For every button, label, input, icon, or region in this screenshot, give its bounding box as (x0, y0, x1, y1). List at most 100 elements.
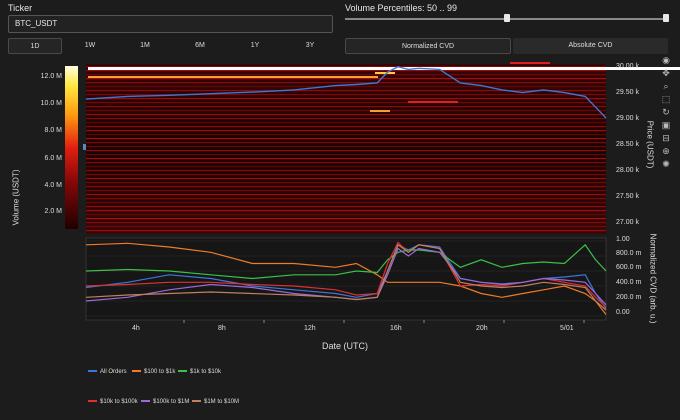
heatmap-level (86, 186, 606, 188)
settings-icon[interactable]: ✺ (662, 159, 670, 169)
heatmap-level (86, 214, 606, 216)
heatmap-level (86, 126, 606, 128)
heatmap-level (86, 66, 606, 68)
price-axis-title: Price (USDT) (645, 120, 655, 169)
x-axis-title: Date (UTC) (322, 341, 369, 351)
cvd-series-line (85, 243, 607, 311)
heatmap-bright-level (370, 110, 390, 112)
timeframe-6m-button[interactable]: 6M (195, 42, 205, 49)
x-tick: 4h (132, 325, 140, 332)
heatmap-level (86, 70, 606, 72)
heatmap-bright-level (408, 101, 458, 103)
heatmap-level (86, 218, 606, 220)
x-axis-ticks (183, 320, 585, 323)
colorbar-tick: 4.0 M (44, 182, 62, 189)
heatmap-bright-level (510, 62, 550, 64)
price-tick: 28.00 k (616, 167, 639, 174)
cvd-tick: 200.0 m (616, 294, 642, 301)
timeframe-1m-button[interactable]: 1M (140, 42, 150, 49)
cvd-axis-title: Normalized CVD (arb. u.) (648, 233, 658, 324)
price-tick: 27.00 k (616, 219, 639, 226)
heatmap-background (86, 64, 606, 234)
percentiles-label: Volume Percentiles: 50 .. 99 (345, 3, 458, 13)
save-icon[interactable]: ▣ (661, 120, 671, 130)
heatmap-bright-level (375, 72, 395, 74)
legend-item-100-1k[interactable]: $100 to $1k (132, 369, 175, 375)
percentile-slider-high-handle[interactable] (663, 14, 669, 22)
legend-label: $1k to $10k (190, 369, 222, 375)
heatmap-level (86, 118, 606, 120)
reset-icon[interactable]: ↻ (662, 107, 670, 117)
legend-item-1k-10k[interactable]: $1k to $10k (178, 369, 221, 375)
cvd-panel (85, 237, 607, 321)
normalized-cvd-button[interactable]: Normalized CVD (345, 38, 511, 54)
price-tick: 30.00 k (616, 63, 639, 70)
percentile-slider-low-handle[interactable] (504, 14, 510, 22)
heatmap-bright-level (88, 67, 680, 70)
heatmap-level (86, 98, 606, 100)
colorbar-tick: 10.0 M (40, 100, 62, 107)
heatmap-level (86, 138, 606, 140)
timeframe-1d-button[interactable]: 1D (8, 38, 62, 54)
heatmap-level (86, 190, 606, 192)
heatmap-level (86, 202, 606, 204)
heatmap-level (86, 106, 606, 108)
heatmap-level (86, 146, 606, 148)
colorbar-tick: 8.0 M (44, 127, 62, 134)
absolute-cvd-button[interactable]: Absolute CVD (513, 38, 668, 54)
heatmap-level (86, 74, 606, 76)
pan-icon[interactable]: ✥ (662, 68, 670, 78)
heatmap-level (86, 162, 606, 164)
legend-item-1m-10m[interactable]: $1M to $10M (192, 399, 239, 405)
heatmap-level (86, 82, 606, 84)
box-zoom-icon[interactable]: ⬚ (661, 94, 671, 104)
hover-icon[interactable]: ⊟ (662, 133, 670, 143)
colorbar-tick: 6.0 M (44, 155, 62, 162)
legend-label: $100 to $1k (144, 369, 176, 375)
cvd-tick: 800.0 m (616, 250, 642, 257)
timeframe-3y-button[interactable]: 3Y (305, 42, 315, 49)
heatmap-level (86, 178, 606, 180)
cvd-series-line (85, 242, 607, 315)
price-line (85, 65, 607, 119)
heatmap-level (86, 134, 606, 136)
zoom-icon[interactable]: ⌕ (663, 81, 669, 91)
heatmap-level (86, 142, 606, 144)
heatmap-level (86, 78, 606, 80)
heatmap-level (86, 130, 606, 132)
ticker-label: Ticker (8, 3, 33, 13)
colorbar-tick: 2.0 M (44, 208, 62, 215)
heatmap-level (86, 150, 606, 152)
heatmap-level (86, 122, 606, 124)
timeframe-1y-button[interactable]: 1Y (250, 42, 260, 49)
heatmap-level (86, 114, 606, 116)
heatmap-levels (86, 62, 680, 232)
colorbar-tick: 12.0 M (40, 73, 62, 80)
heatmap-level (86, 194, 606, 196)
volume-colorbar (65, 66, 78, 229)
cvd-tick: 0.00 (616, 309, 630, 316)
cvd-series-line (85, 243, 607, 280)
heatmap-level (86, 110, 606, 112)
timeframe-1w-button[interactable]: 1W (84, 42, 96, 49)
cvd-axis: 1.00 800.0 m 600.0 m 400.0 m 200.0 m 0.0… (612, 236, 652, 322)
cvd-series-group (85, 241, 607, 315)
x-tick: 12h (304, 325, 316, 332)
cvd-series-line (85, 247, 607, 306)
heatmap-level (86, 174, 606, 176)
chart-toolbar: ◉ ✥ ⌕ ⬚ ↻ ▣ ⊟ ⊕ ✺ (661, 55, 673, 175)
legend-label: All Orders (100, 369, 127, 375)
color-wheel-icon[interactable]: ◉ (662, 55, 670, 65)
cvd-tick: 600.0 m (616, 264, 642, 271)
heatmap-level (86, 222, 606, 224)
ticker-input[interactable]: BTC_USDT (8, 15, 333, 33)
crosshair-icon[interactable]: ⊕ (662, 146, 670, 156)
heatmap-level (86, 206, 606, 208)
legend-item-all-orders[interactable]: All Orders (88, 369, 127, 375)
heatmap-level (86, 170, 606, 172)
heatmap-level (86, 198, 606, 200)
legend-item-10k-100k[interactable]: $10k to $100k (88, 399, 138, 405)
price-tick: 27.50 k (616, 193, 639, 200)
legend-item-100k-1m[interactable]: $100k to $1M (141, 399, 189, 405)
